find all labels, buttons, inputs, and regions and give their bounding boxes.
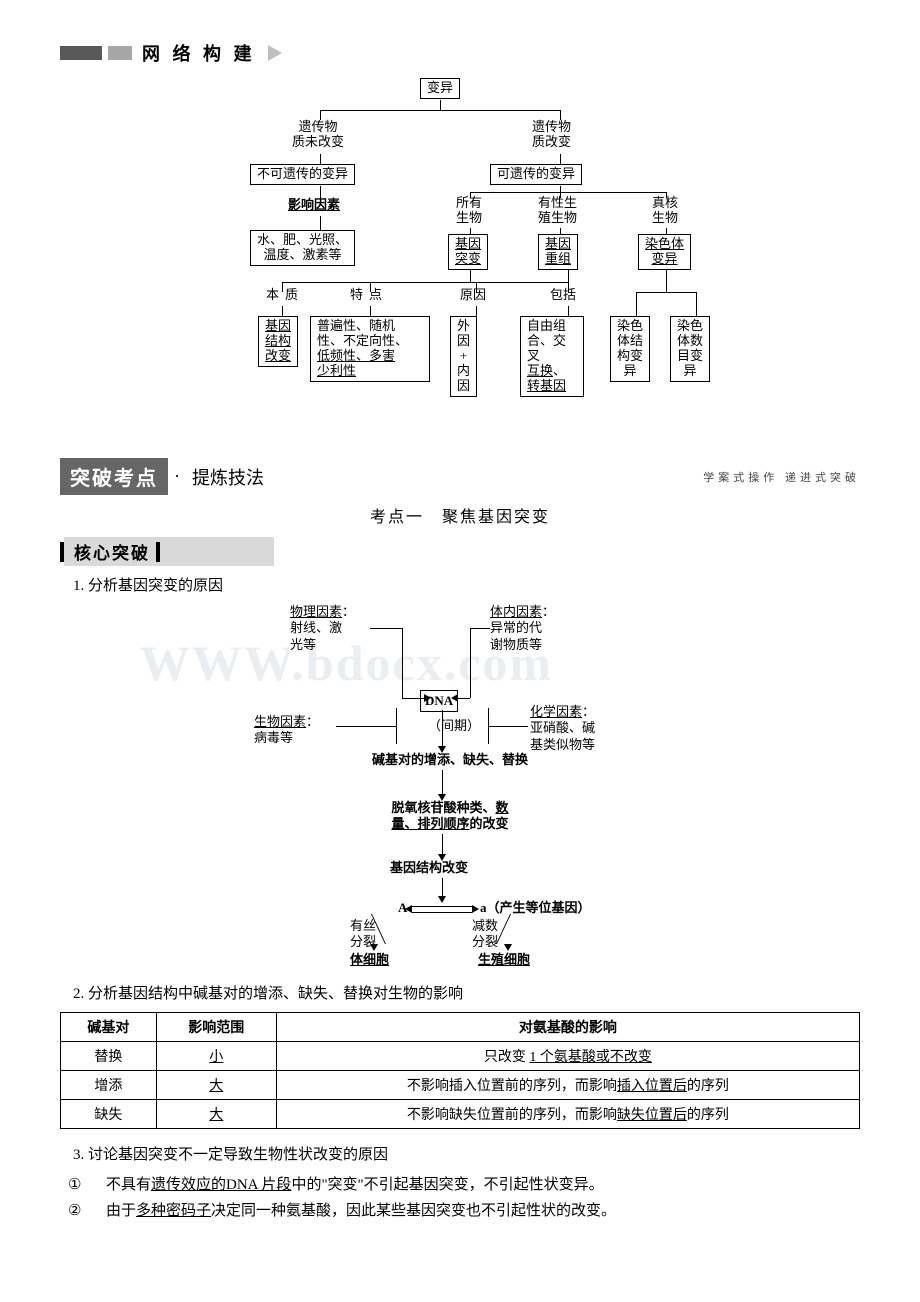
core-header: 核心突破: [60, 537, 860, 566]
td-1-2: 不影响插入位置前的序列，而影响插入位置后的序列: [276, 1071, 859, 1100]
d1-gene-mutation-text: 基因突变: [455, 236, 481, 266]
td-0-2: 只改变 1 个氨基酸或不改变: [276, 1042, 859, 1071]
d2-meiosis: 减数分裂: [472, 918, 498, 951]
td-1-1-text: 大: [209, 1079, 223, 1094]
section-title: 网 络 构 建: [142, 40, 256, 66]
d1-essence-box-text: 基因结构改变: [265, 318, 291, 363]
d2-dna: DNA: [420, 690, 458, 712]
d2-interphase: （间期）: [428, 718, 480, 734]
d1-chrom-struct: 染色体结构变异: [610, 316, 650, 382]
effects-table: 碱基对 影响范围 对氨基酸的影响 替换 小 只改变 1 个氨基酸或不改变 增添 …: [60, 1012, 860, 1129]
d2-germ: 生殖细胞: [478, 952, 530, 968]
td-1-0: 增添: [61, 1071, 157, 1100]
pipe-icon-2: [156, 542, 160, 562]
d1-cause-label: 原因: [460, 288, 486, 303]
breakthrough-header: 突破考点 · 提炼技法 学案式操作 递进式突破: [60, 458, 860, 495]
list-item-3: 讨论基因突变不一定导致生物性状改变的原因: [88, 1143, 860, 1167]
topic-title: 考点一 聚焦基因突变: [60, 503, 860, 527]
d1-factors-label: 影响因素: [288, 198, 340, 213]
d1-gene-recomb-text: 基因重组: [545, 236, 571, 266]
d1-right-label: 遗传物质改变: [532, 120, 571, 150]
d1-features-label: 特点: [350, 288, 382, 303]
th-0: 碱基对: [61, 1013, 157, 1042]
d2-chemical: 化学因素：亚硝酸、碱基类似物等: [530, 704, 595, 753]
d2-internal: 体内因素：异常的代谢物质等: [490, 604, 555, 653]
d1-include-box-text: 自由组合、交叉互换、转基因: [527, 318, 566, 393]
d1-heritable: 可遗传的变异: [490, 164, 582, 185]
main-list-2: 分析基因结构中碱基对的增添、缺失、替换对生物的影响: [60, 982, 860, 1006]
main-list-3: 讨论基因突变不一定导致生物性状改变的原因: [60, 1143, 860, 1167]
d1-cause-box: 外因+内因: [450, 316, 477, 397]
d1-include-label: 包括: [550, 288, 576, 303]
td-0-1: 小: [156, 1042, 276, 1071]
main-list: 分析基因突变的原因: [60, 574, 860, 598]
d1-scope-euk: 真核生物: [652, 196, 678, 226]
bt-caption: 学案式操作 递进式突破: [703, 469, 860, 485]
d1-env: 水、肥、光照、温度、激素等: [250, 230, 355, 266]
d1-factors-label-text: 影响因素: [288, 197, 340, 212]
d2-base-change: 碱基对的增添、缺失、替换: [340, 752, 560, 768]
d1-nonheritable: 不可遗传的变异: [250, 164, 355, 185]
chevron-right-icon: [268, 45, 282, 61]
d2-gene-struct: 基因结构改变: [390, 860, 468, 876]
d1-chrom-var: 染色体变异: [638, 234, 691, 270]
td-2-0: 缺失: [61, 1100, 157, 1129]
td-0-0: 替换: [61, 1042, 157, 1071]
d2-somatic: 体细胞: [350, 952, 389, 968]
d1-essence-label: 本质: [266, 288, 298, 303]
sub-item-2: ②由于多种密码子决定同一种氨基酸，因此某些基因突变也不引起性状的改变。: [88, 1199, 860, 1225]
variation-diagram: 变异 遗传物质未改变 遗传物质改变 不可遗传的变异 可遗传的变异 影响因素 水、…: [180, 78, 740, 438]
d2-germ-text: 生殖细胞: [478, 952, 530, 967]
d1-features-box: 普遍性、随机性、不定向性、低频性、多害少利性: [310, 316, 430, 382]
list-item-2: 分析基因结构中碱基对的增添、缺失、替换对生物的影响: [88, 982, 860, 1006]
d1-left-label: 遗传物质未改变: [292, 120, 344, 150]
d1-essence-box: 基因结构改变: [258, 316, 298, 367]
th-1: 影响范围: [156, 1013, 276, 1042]
td-0-1-text: 小: [209, 1050, 223, 1065]
header-block-dark: [60, 46, 102, 60]
list-item-1: 分析基因突变的原因: [88, 574, 860, 598]
d1-scope-all: 所有生物: [456, 196, 482, 226]
d1-include-box: 自由组合、交叉互换、转基因: [520, 316, 584, 397]
bt-dot: ·: [168, 462, 186, 491]
td-2-1-text: 大: [209, 1108, 223, 1123]
th-2: 对氨基酸的影响: [276, 1013, 859, 1042]
bt-dark: 突破考点: [60, 458, 168, 495]
d2-physical: 物理因素：射线、激光等: [290, 604, 355, 653]
sub-item-1: ①不具有遗传效应的DNA 片段中的"突变"不引起基因突变，不引起性状变异。: [88, 1173, 860, 1199]
header-block-light: [108, 46, 132, 60]
sub-list-3: ①不具有遗传效应的DNA 片段中的"突变"不引起基因突变，不引起性状变异。 ②由…: [60, 1173, 860, 1224]
d1-gene-mutation: 基因突变: [448, 234, 488, 270]
mutation-cause-diagram: 物理因素：射线、激光等 体内因素：异常的代谢物质等 生物因素：病毒等 化学因素：…: [220, 604, 700, 974]
d2-biological: 生物因素：病毒等: [254, 714, 319, 747]
core-header-text: 核心突破: [70, 544, 154, 563]
d1-chrom-var-text: 染色体变异: [645, 236, 684, 266]
d1-gene-recomb: 基因重组: [538, 234, 578, 270]
bt-light: 提炼技法: [186, 460, 270, 494]
d1-features-box-text: 普遍性、随机性、不定向性、低频性、多害少利性: [317, 318, 408, 378]
d1-scope-sexual: 有性生殖生物: [538, 196, 577, 226]
d2-nucleotide: 脱氧核苷酸种类、数量、排列顺序的改变: [360, 800, 540, 833]
td-1-1: 大: [156, 1071, 276, 1100]
td-2-1: 大: [156, 1100, 276, 1129]
td-2-2: 不影响缺失位置前的序列，而影响缺失位置后的序列: [276, 1100, 859, 1129]
d2-somatic-text: 体细胞: [350, 952, 389, 967]
section-header: 网 络 构 建: [60, 40, 860, 66]
d1-root: 变异: [420, 78, 460, 99]
d1-chrom-num: 染色体数目变异: [670, 316, 710, 382]
